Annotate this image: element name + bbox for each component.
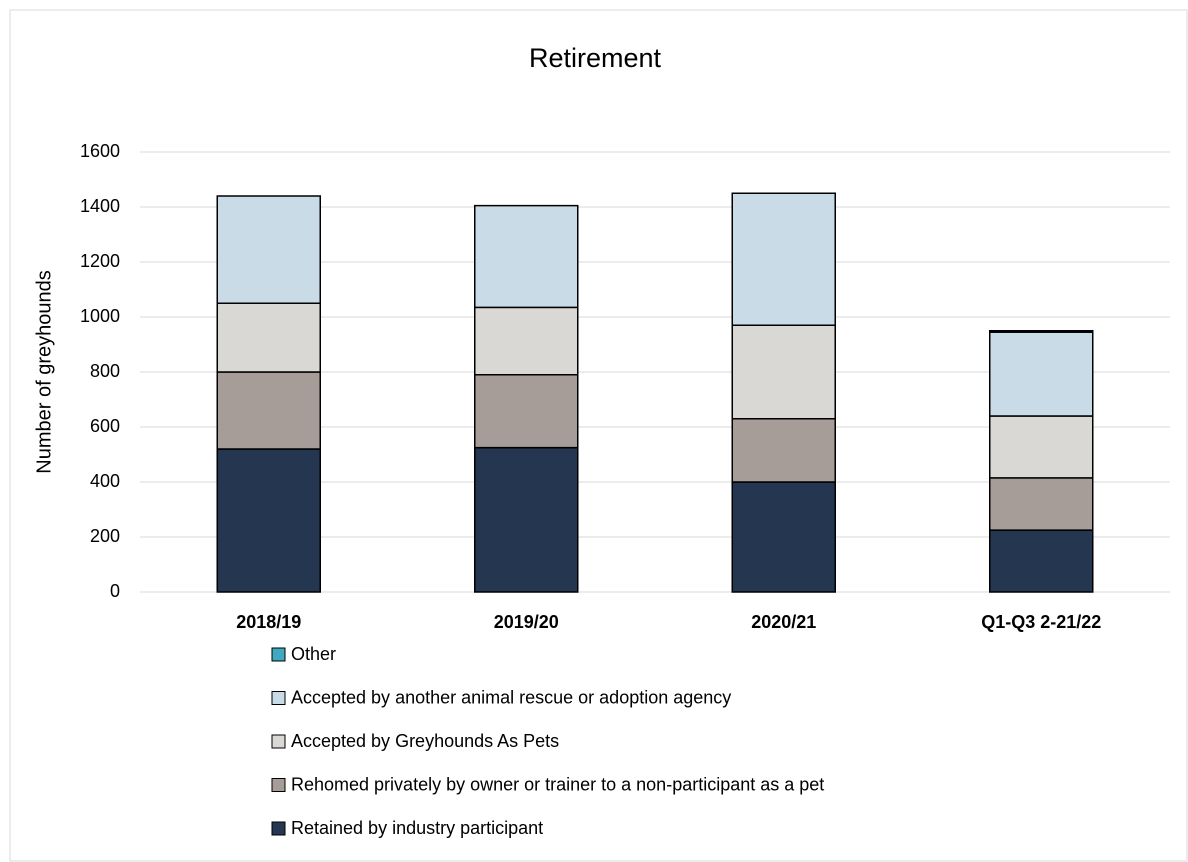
- y-tick-label: 1400: [80, 196, 120, 216]
- legend-label: Other: [291, 644, 336, 664]
- bar-segment: [989, 529, 1094, 593]
- y-tick-label: 1200: [80, 251, 120, 271]
- x-tick-label: 2020/21: [751, 612, 816, 632]
- legend-label: Rehomed privately by owner or trainer to…: [291, 774, 824, 794]
- y-tick-label: 1600: [80, 141, 120, 161]
- bar-segment: [731, 192, 836, 326]
- y-tick-label: 800: [90, 361, 120, 381]
- chart-title: Retirement: [529, 43, 662, 73]
- legend-swatch: [271, 821, 286, 836]
- bar-segment: [474, 446, 579, 593]
- legend-swatch: [271, 691, 286, 705]
- y-tick-label: 400: [90, 471, 120, 491]
- bar-segment: [216, 195, 321, 304]
- legend-swatch: [271, 734, 286, 749]
- bar-segment: [216, 302, 321, 373]
- bar-segment: [216, 371, 321, 450]
- bar-segment: [731, 324, 836, 420]
- bar-segment: [731, 481, 836, 593]
- legend-swatch: [271, 778, 286, 792]
- x-tick-label: 2019/20: [494, 612, 559, 632]
- bar-segment: [989, 331, 1094, 417]
- legend-swatch: [271, 647, 286, 662]
- legend-label: Accepted by another animal rescue or ado…: [291, 687, 731, 707]
- bar-segment: [216, 448, 321, 593]
- x-tick-label: Q1-Q3 2-21/22: [981, 612, 1101, 632]
- y-axis-label: Number of greyhounds: [33, 270, 55, 473]
- bar-segment: [474, 374, 579, 449]
- y-tick-label: 200: [90, 526, 120, 546]
- y-tick-label: 1000: [80, 306, 120, 326]
- legend-label: Retained by industry participant: [291, 818, 543, 838]
- bar-segment: [731, 418, 836, 483]
- bar-segment: [474, 204, 579, 309]
- bar-segment: [474, 306, 579, 376]
- bar-segment: [989, 415, 1094, 479]
- bar-segment: [989, 477, 1094, 531]
- y-tick-label: 0: [110, 581, 120, 601]
- legend-label: Accepted by Greyhounds As Pets: [291, 731, 559, 751]
- y-tick-label: 600: [90, 416, 120, 436]
- x-tick-label: 2018/19: [236, 612, 301, 632]
- bar-segment: [989, 330, 1094, 333]
